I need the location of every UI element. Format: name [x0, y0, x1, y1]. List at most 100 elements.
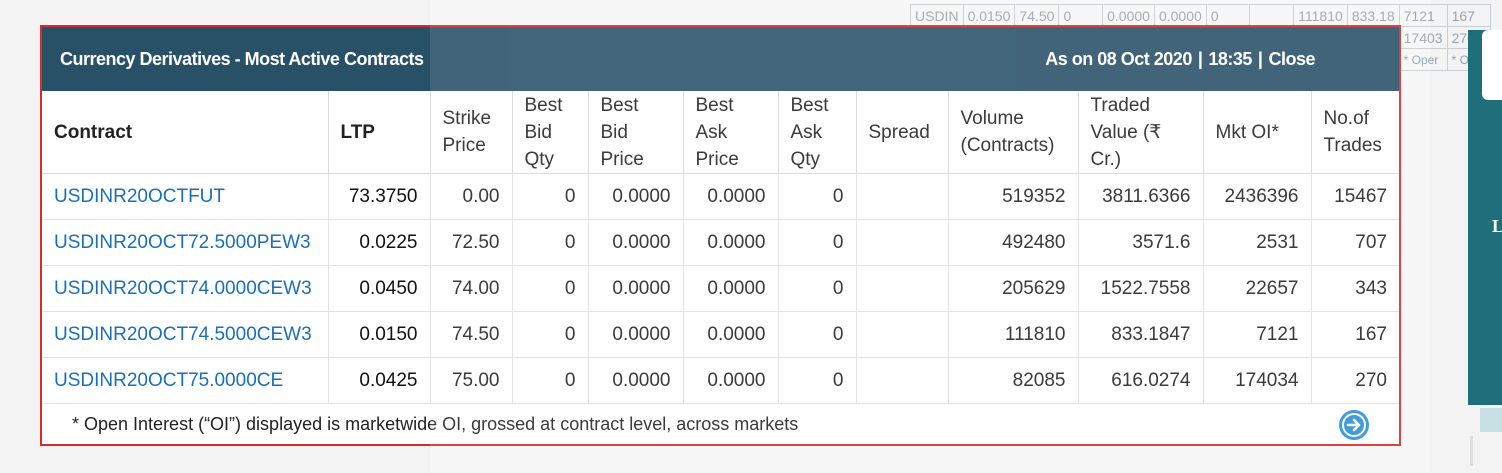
separator: | [1197, 48, 1203, 69]
background-cell: 0.0150 [962, 4, 1016, 27]
cell-oi: 2531 [1203, 219, 1312, 266]
contract-link[interactable]: USDINR20OCT75.0000CE [42, 357, 329, 404]
cell-ltp: 0.0450 [328, 265, 431, 312]
cell-bid-price: 0.0000 [588, 173, 684, 220]
divider [1470, 436, 1473, 466]
table-row: USDINR20OCT74.5000CEW3 0.0150 74.50 0 0.0000… [42, 311, 1399, 358]
arrow-right-circle-icon[interactable] [1339, 410, 1369, 440]
contract-link[interactable]: USDINR20OCT74.5000CEW3 [42, 311, 329, 358]
column-header: LTP [328, 91, 431, 174]
cell-ask-price: 0.0000 [683, 311, 779, 358]
most-active-contracts-widget: Currency Derivatives - Most Active Contr… [40, 25, 1401, 446]
column-header: Strike Price [430, 91, 513, 174]
separator: | [1257, 48, 1263, 69]
widget-header: Currency Derivatives - Most Active Contr… [42, 27, 1399, 91]
column-header: Best Ask Price [683, 91, 779, 174]
cell-ask-qty: 0 [778, 265, 857, 312]
column-header: Volume (Contracts) [948, 91, 1079, 174]
ad-fineprint [1480, 408, 1502, 432]
cell-value: 1522.7558 [1078, 265, 1204, 312]
cell-oi: 174034 [1203, 357, 1312, 404]
column-header: No.of Trades [1311, 91, 1399, 174]
cell-oi: 7121 [1203, 311, 1312, 358]
cell-bid-qty: 0 [512, 311, 589, 358]
cell-spread [856, 357, 949, 404]
cell-spread [856, 311, 949, 358]
cell-ask-qty: 0 [778, 219, 857, 266]
cell-value: 616.0274 [1078, 357, 1204, 404]
cell-volume: 492480 [948, 219, 1079, 266]
cell-bid-qty: 0 [512, 219, 589, 266]
table-row: USDINR20OCT75.0000CE 0.0425 75.00 0 0.0000 0.… [42, 357, 1399, 404]
cell-ask-price: 0.0000 [683, 219, 779, 266]
cell-value: 3571.6 [1078, 219, 1204, 266]
cell-bid-price: 0.0000 [588, 219, 684, 266]
cell-spread [856, 219, 949, 266]
ad-badge [1482, 30, 1502, 100]
column-header: Best Ask Qty [778, 91, 857, 174]
cell-bid-qty: 0 [512, 357, 589, 404]
cell-trades: 15467 [1311, 173, 1399, 220]
background-cell: 167 [1446, 4, 1492, 27]
background-cell: 111810 [1293, 4, 1348, 27]
column-header: Spread [856, 91, 949, 174]
background-cell: * Oper [1398, 48, 1448, 71]
cell-bid-price: 0.0000 [588, 311, 684, 358]
cell-volume: 111810 [948, 311, 1079, 358]
cell-strike: 0.00 [430, 173, 513, 220]
cell-volume: 205629 [948, 265, 1079, 312]
background-cell: 0.0000 [1153, 4, 1207, 27]
as-on-date: As on 08 Oct 2020 [1045, 48, 1192, 69]
cell-ltp: 73.3750 [328, 173, 431, 220]
widget-timestamp: As on 08 Oct 2020 | 18:35 | Close [1045, 49, 1399, 70]
cell-volume: 519352 [948, 173, 1079, 220]
contract-link[interactable]: USDINR20OCTFUT [42, 173, 329, 220]
background-row: USDIN 0.0150 74.50 0 0.0000 0.0000 0 111810 833.… [910, 4, 1492, 27]
cell-ask-price: 0.0000 [683, 357, 779, 404]
table-row: USDINR20OCTFUT 73.3750 0.00 0 0.0000 0.0000 0 5… [42, 173, 1399, 220]
contract-link[interactable]: USDINR20OCT74.0000CEW3 [42, 265, 329, 312]
cell-spread [856, 173, 949, 220]
widget-title: Currency Derivatives - Most Active Contr… [60, 48, 424, 69]
cell-bid-price: 0.0000 [588, 265, 684, 312]
cell-ask-price: 0.0000 [683, 265, 779, 312]
cell-oi: 2436396 [1203, 173, 1312, 220]
cell-oi: 22657 [1203, 265, 1312, 312]
cell-strike: 74.50 [430, 311, 513, 358]
advertisement-banner[interactable]: L [1468, 30, 1502, 432]
background-cell: 0 [1058, 4, 1104, 27]
cell-ask-qty: 0 [778, 311, 857, 358]
background-cell: USDIN [910, 4, 964, 27]
cell-ltp: 0.0225 [328, 219, 431, 266]
cell-value: 3811.6366 [1078, 173, 1204, 220]
cell-volume: 82085 [948, 357, 1079, 404]
table-row: USDINR20OCT74.0000CEW3 0.0450 74.00 0 0.0000… [42, 265, 1399, 312]
cell-strike: 74.00 [430, 265, 513, 312]
cell-bid-price: 0.0000 [588, 357, 684, 404]
cell-bid-qty: 0 [512, 265, 589, 312]
cell-strike: 75.00 [430, 357, 513, 404]
background-cell: 0 [1205, 4, 1251, 27]
column-header: Traded Value (₹ Cr.) [1078, 91, 1204, 174]
table-row: USDINR20OCT72.5000PEW3 0.0225 72.50 0 0.0000… [42, 219, 1399, 266]
cell-ask-qty: 0 [778, 173, 857, 220]
background-cell: 74.50 [1014, 4, 1060, 27]
background-cell: 7121 [1398, 4, 1448, 27]
cell-trades: 343 [1311, 265, 1399, 312]
as-on-time: 18:35 [1208, 48, 1252, 69]
column-header: Contract [42, 91, 329, 174]
table-body: USDINR20OCTFUT 73.3750 0.00 0 0.0000 0.0000 0 5… [42, 173, 1399, 404]
next-arrow-svg [1340, 411, 1368, 439]
background-cell: 833.18 [1346, 4, 1400, 27]
contract-link[interactable]: USDINR20OCT72.5000PEW3 [42, 219, 329, 266]
background-cell: 17403 [1398, 26, 1448, 49]
market-status: Close [1268, 48, 1315, 69]
background-cell [1249, 4, 1295, 27]
cell-value: 833.1847 [1078, 311, 1204, 358]
ad-label: L [1492, 216, 1502, 236]
cell-spread [856, 265, 949, 312]
table-header-row: Contract LTP Strike Price Best Bid Qty Best … [42, 91, 1399, 174]
open-interest-footnote: * Open Interest (“OI”) displayed is mark… [72, 414, 799, 434]
cell-ltp: 0.0150 [328, 311, 431, 358]
cell-trades: 270 [1311, 357, 1399, 404]
